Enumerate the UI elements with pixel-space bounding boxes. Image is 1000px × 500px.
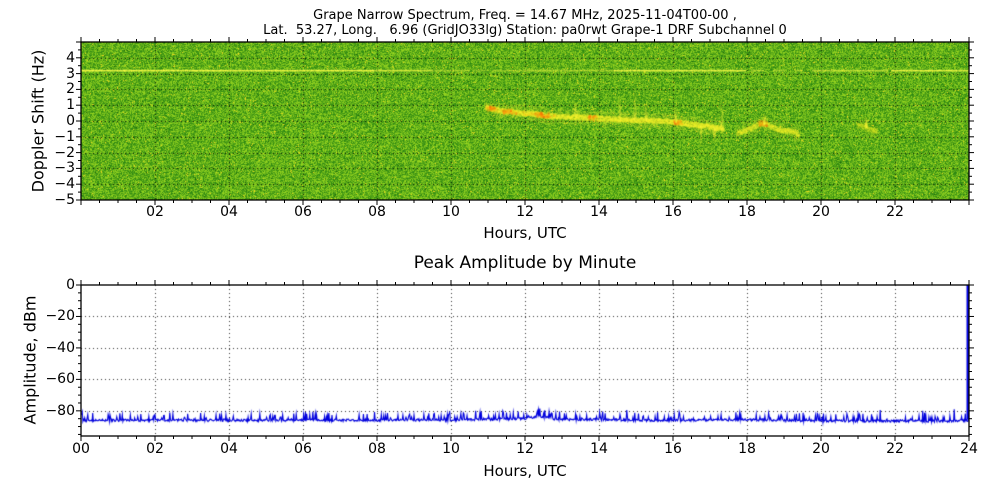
amplitude-xtick-02: 02 — [146, 441, 164, 457]
spectrogram-xtick-18: 18 — [738, 204, 756, 220]
spectrogram-xlabel: Hours, UTC — [483, 224, 567, 242]
spectrogram-xtick-08: 08 — [368, 204, 386, 220]
amplitude-xtick-20: 20 — [812, 441, 830, 457]
spectrogram-ytick-−4: −4 — [54, 176, 75, 193]
amplitude-xlabel: Hours, UTC — [483, 462, 567, 480]
amplitude-xtick-04: 04 — [220, 441, 238, 457]
amplitude-xtick-22: 22 — [886, 441, 904, 457]
amplitude-ytick-−60: −60 — [45, 371, 75, 388]
spectrogram-ytick-2: 2 — [66, 81, 75, 98]
amplitude-xtick-12: 12 — [516, 441, 534, 457]
spectrogram-ytick-1: 1 — [66, 97, 75, 114]
spectrogram-xtick-06: 06 — [294, 204, 312, 220]
spectrogram-xtick-16: 16 — [664, 204, 682, 220]
amplitude-ytick-−20: −20 — [45, 308, 75, 325]
amplitude-ytick-−80: −80 — [45, 402, 75, 419]
amplitude-xtick-10: 10 — [442, 441, 460, 457]
spectrogram-ytick-3: 3 — [66, 65, 75, 82]
spectrogram-xtick-10: 10 — [442, 204, 460, 220]
peak-amplitude-plot — [81, 285, 969, 436]
spectrogram-xtick-14: 14 — [590, 204, 608, 220]
spectrogram-ytick-−1: −1 — [54, 128, 75, 145]
spectrogram-ytick-−5: −5 — [54, 192, 75, 208]
spectrogram-xtick-04: 04 — [220, 204, 238, 220]
amplitude-ytick-−40: −40 — [45, 339, 75, 356]
spectrogram-xtick-22: 22 — [886, 204, 904, 220]
spectrogram-xtick-12: 12 — [516, 204, 534, 220]
amplitude-xtick-16: 16 — [664, 441, 682, 457]
spectrogram-title-line1: Grape Narrow Spectrum, Freq. = 14.67 MHz… — [313, 8, 737, 23]
spectrogram-xtick-20: 20 — [812, 204, 830, 220]
spectrogram-ytick-4: 4 — [66, 49, 75, 66]
amplitude-title: Peak Amplitude by Minute — [413, 253, 637, 273]
amplitude-xtick-06: 06 — [294, 441, 312, 457]
amplitude-ytick-0: 0 — [66, 277, 75, 293]
amplitude-xtick-24: 24 — [960, 441, 978, 457]
spectrogram-ytick-−2: −2 — [54, 144, 75, 161]
doppler-spectrogram-plot — [81, 42, 969, 200]
amplitude-xtick-08: 08 — [368, 441, 386, 457]
amplitude-xtick-14: 14 — [590, 441, 608, 457]
spectrogram-title-line2: Lat. 53.27, Long. 6.96 (GridJO33lg) Stat… — [263, 23, 787, 38]
spectrogram-ytick-0: 0 — [66, 113, 75, 129]
amplitude-xtick-00: 00 — [72, 441, 90, 457]
spectrogram-xtick-02: 02 — [146, 204, 164, 220]
spectrogram-ytick-−3: −3 — [54, 160, 75, 177]
amplitude-xtick-18: 18 — [738, 441, 756, 457]
